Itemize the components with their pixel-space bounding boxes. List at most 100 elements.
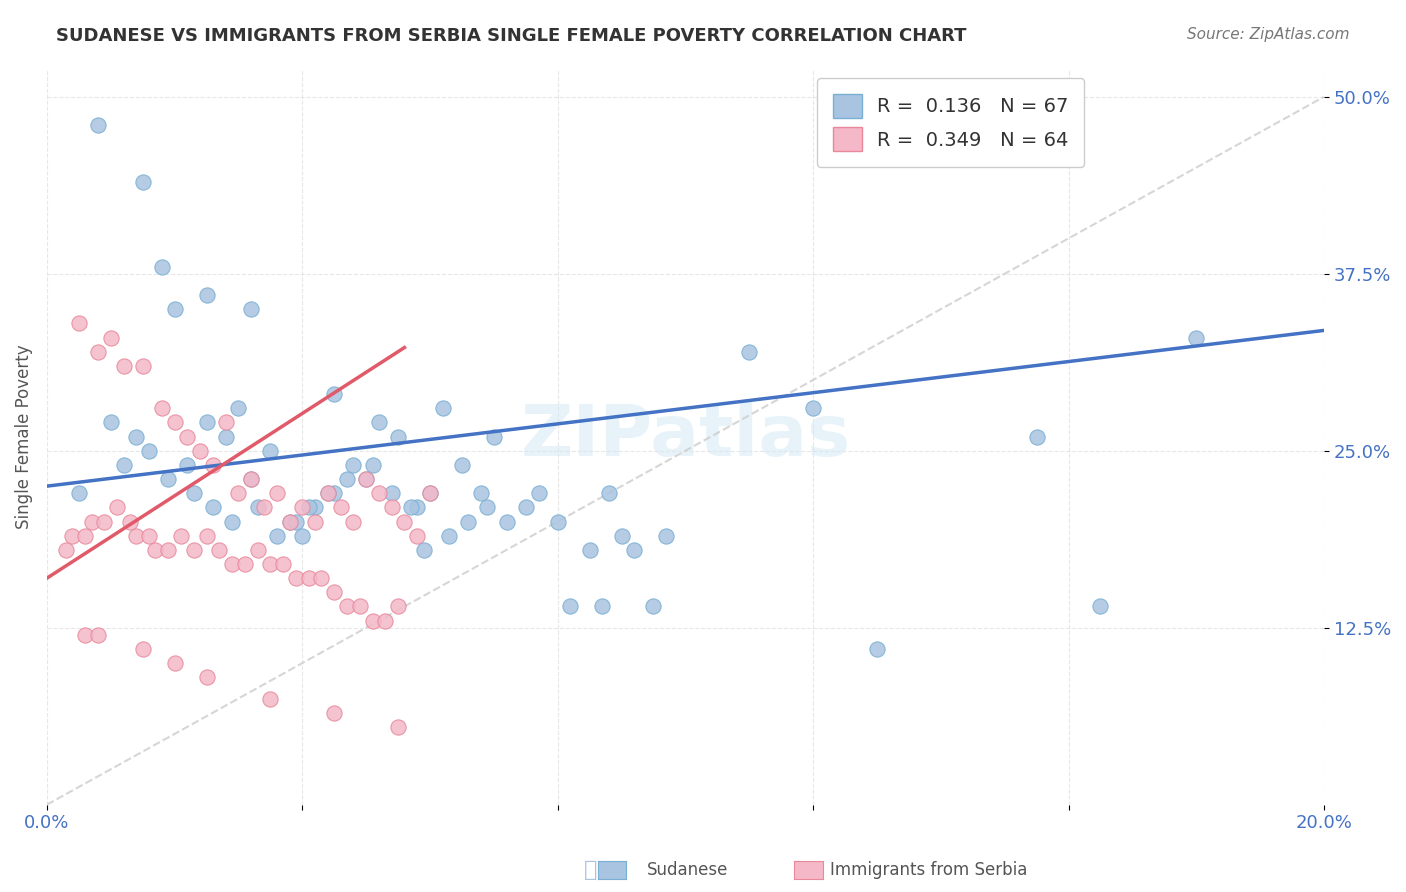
Point <box>394 515 416 529</box>
Point <box>93 515 115 529</box>
Point <box>246 542 269 557</box>
Point <box>578 542 600 557</box>
Point <box>623 542 645 557</box>
Point <box>361 458 384 472</box>
Point <box>138 529 160 543</box>
Point <box>316 486 339 500</box>
Point <box>515 500 537 515</box>
Point <box>349 599 371 614</box>
Point <box>598 486 620 500</box>
Point <box>145 542 167 557</box>
Point <box>387 720 409 734</box>
Point <box>291 529 314 543</box>
Point <box>361 614 384 628</box>
Text: Immigrants from Serbia: Immigrants from Serbia <box>830 861 1026 879</box>
Point <box>298 500 321 515</box>
Point <box>381 500 404 515</box>
Text: ZIPatlas: ZIPatlas <box>520 402 851 471</box>
Point <box>610 529 633 543</box>
Point <box>470 486 492 500</box>
Point <box>866 642 889 657</box>
Point <box>201 500 224 515</box>
Point <box>419 486 441 500</box>
Point <box>284 571 307 585</box>
Point <box>188 443 211 458</box>
Point <box>138 443 160 458</box>
Point <box>304 500 326 515</box>
Point <box>278 515 301 529</box>
Point <box>253 500 276 515</box>
Point <box>215 429 238 443</box>
Point <box>112 359 135 373</box>
Point <box>150 401 173 416</box>
Point <box>240 472 263 486</box>
Y-axis label: Single Female Poverty: Single Female Poverty <box>15 344 32 529</box>
Point <box>150 260 173 274</box>
Point <box>387 599 409 614</box>
Point <box>801 401 824 416</box>
Point <box>259 557 281 571</box>
Point <box>221 515 243 529</box>
Point <box>100 330 122 344</box>
Point <box>1025 429 1047 443</box>
Point <box>183 486 205 500</box>
Point <box>183 542 205 557</box>
Point <box>323 387 346 401</box>
Point <box>323 585 346 599</box>
Point <box>75 529 97 543</box>
Point <box>163 416 186 430</box>
Point <box>298 571 321 585</box>
Point <box>259 443 281 458</box>
Text: ⬜: ⬜ <box>583 860 598 880</box>
Point <box>228 401 250 416</box>
Point <box>278 515 301 529</box>
Point <box>1090 599 1112 614</box>
Point <box>406 500 429 515</box>
Point <box>201 458 224 472</box>
Point <box>336 599 359 614</box>
Point <box>67 316 90 330</box>
Point <box>176 458 198 472</box>
Point <box>451 458 474 472</box>
Point <box>55 542 77 557</box>
Point <box>323 486 346 500</box>
Point <box>195 670 218 684</box>
Point <box>246 500 269 515</box>
Point <box>527 486 550 500</box>
Point <box>342 515 364 529</box>
Point <box>374 614 396 628</box>
Text: SUDANESE VS IMMIGRANTS FROM SERBIA SINGLE FEMALE POVERTY CORRELATION CHART: SUDANESE VS IMMIGRANTS FROM SERBIA SINGL… <box>56 27 967 45</box>
Point <box>399 500 422 515</box>
Point <box>62 529 84 543</box>
Point <box>482 429 505 443</box>
Point <box>381 486 404 500</box>
Point <box>112 458 135 472</box>
Point <box>266 529 288 543</box>
Point <box>354 472 377 486</box>
Point <box>75 628 97 642</box>
Point <box>100 416 122 430</box>
Point <box>195 416 218 430</box>
Point <box>367 486 389 500</box>
Point <box>457 515 479 529</box>
Point <box>157 472 180 486</box>
Point <box>67 486 90 500</box>
Point <box>560 599 582 614</box>
Point <box>221 557 243 571</box>
Point <box>157 542 180 557</box>
Point <box>591 599 613 614</box>
Point <box>655 529 678 543</box>
Point <box>131 175 153 189</box>
Point <box>406 529 429 543</box>
Point <box>323 706 346 720</box>
Point <box>643 599 665 614</box>
Point <box>367 416 389 430</box>
Point <box>87 344 110 359</box>
Point <box>432 401 454 416</box>
Point <box>131 642 153 657</box>
Point <box>125 429 148 443</box>
Point <box>118 515 141 529</box>
Point <box>304 515 326 529</box>
Point <box>215 416 238 430</box>
Point <box>80 515 103 529</box>
